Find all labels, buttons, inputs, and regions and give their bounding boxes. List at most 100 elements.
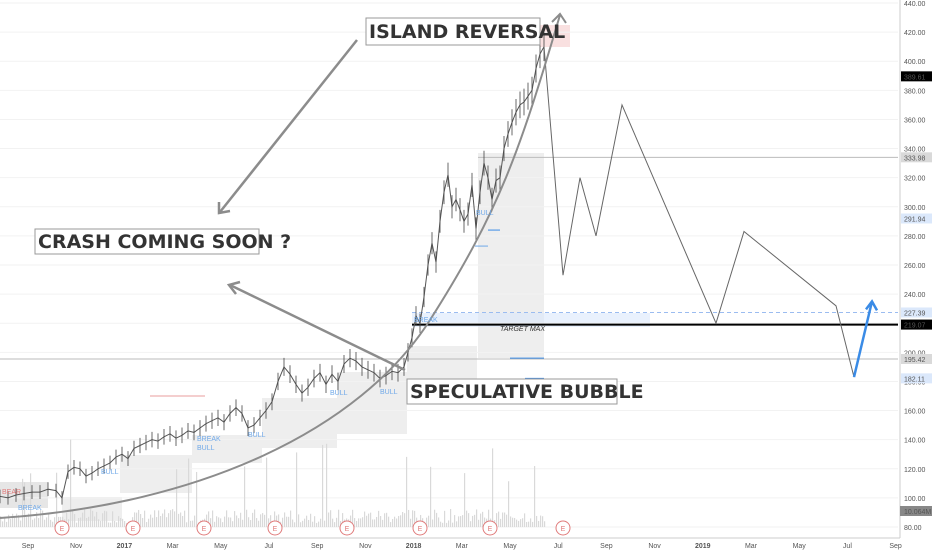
volume-bar (516, 519, 518, 527)
volume-bar (482, 511, 484, 527)
volume-bar (8, 514, 10, 527)
volume-bar (538, 520, 540, 527)
volume-bar (338, 509, 340, 527)
volume-bar (168, 513, 170, 527)
x-tick-label: Nov (359, 543, 372, 550)
volume-bar (158, 510, 160, 527)
volume-bar (242, 519, 244, 527)
volume-bar (44, 519, 46, 527)
volume-bar (114, 520, 116, 527)
volume-bar (298, 514, 300, 527)
volume-bar (214, 521, 216, 527)
volume-bar (186, 522, 188, 527)
volume-bar (406, 456, 408, 527)
volume-bar (46, 517, 48, 527)
volume-bar (0, 516, 2, 527)
volume-bar (38, 518, 40, 527)
price-label-bg (901, 373, 932, 384)
earnings-badge (555, 520, 571, 536)
volume-bar (522, 518, 524, 527)
target-max-label: TARGET MAX (500, 326, 545, 333)
volume-bar (208, 511, 210, 527)
volume-bar (454, 515, 456, 527)
earnings-badge (267, 520, 283, 536)
volume-bar (102, 513, 104, 527)
volume-bar (84, 509, 86, 527)
volume-bar (390, 522, 392, 527)
y-tick-label: 200.00 (904, 350, 926, 357)
volume-bar (196, 471, 198, 527)
volume-bar (20, 520, 22, 527)
x-tick-label: 2018 (406, 543, 422, 550)
price-label: 389.61 (904, 74, 926, 81)
projection-line (543, 46, 855, 378)
volume-bar (426, 517, 428, 527)
volume-bar (156, 517, 158, 527)
volume-bar (162, 513, 164, 527)
volume-bar (90, 509, 92, 527)
volume-bar (476, 509, 478, 527)
volume-bar (210, 518, 212, 527)
earnings-letter: E (273, 526, 278, 533)
x-tick-label: Sep (311, 543, 324, 550)
volume-bar (250, 520, 252, 527)
volume-bar (54, 517, 56, 527)
y-tick-label: 80.00 (904, 525, 922, 532)
volume-bar (500, 518, 502, 527)
volume-bar (358, 518, 360, 527)
volume-bar (318, 521, 320, 527)
volume-bar (542, 516, 544, 527)
volume-bar (32, 519, 34, 527)
earnings-letter: E (60, 526, 65, 533)
volume-bar (164, 509, 166, 527)
x-tick-label: Sep (600, 543, 613, 550)
volume-bar (172, 509, 174, 527)
volume-bar (40, 510, 42, 527)
volume-bar (382, 519, 384, 527)
volume-bar (350, 515, 352, 527)
volume-bar (154, 510, 156, 527)
earnings-letter: E (345, 526, 350, 533)
volume-bar (470, 521, 472, 527)
volume-bar (176, 469, 178, 527)
y-tick-label: 360.00 (904, 117, 926, 124)
x-tick-label: May (214, 543, 228, 550)
volume-bar (404, 513, 406, 527)
volume-bar (258, 520, 260, 527)
volume-bar (26, 517, 28, 527)
x-tick-label: Nov (70, 543, 83, 550)
volume-bar (190, 520, 192, 527)
y-tick-label: 380.00 (904, 88, 926, 95)
volume-bar (282, 517, 284, 527)
volume-bar (216, 516, 218, 527)
price-label-bg (901, 71, 932, 82)
volume-bar (228, 517, 230, 527)
x-tick-label: Sep (889, 543, 902, 550)
volume-bar (278, 514, 280, 527)
volume-bar (506, 514, 508, 527)
volume-bar (2, 521, 4, 527)
volume-bar (222, 522, 224, 527)
y-tick-label: 240.00 (904, 292, 926, 299)
volume-bar (274, 511, 276, 527)
volume-bar (212, 510, 214, 527)
y-tick-label: 140.00 (904, 438, 926, 445)
volume-bar (232, 521, 234, 527)
projection-path (543, 46, 879, 378)
volume-bar (366, 515, 368, 527)
volume-bar (152, 517, 154, 527)
volume-bar (100, 520, 102, 527)
bull-marker: BULL (101, 469, 119, 476)
volume-bar (352, 509, 354, 527)
volume-bar (120, 518, 122, 527)
y-tick-label: 340.00 (904, 147, 926, 154)
volume-bar (466, 510, 468, 527)
zone-box (337, 372, 407, 434)
volume-bar (414, 510, 416, 527)
break-marker: BREAK (197, 436, 221, 443)
volume-bar (236, 515, 238, 527)
volume-bar (66, 512, 68, 527)
volume-bar (28, 513, 30, 527)
volume-bar (504, 512, 506, 527)
volume-bar (394, 516, 396, 527)
